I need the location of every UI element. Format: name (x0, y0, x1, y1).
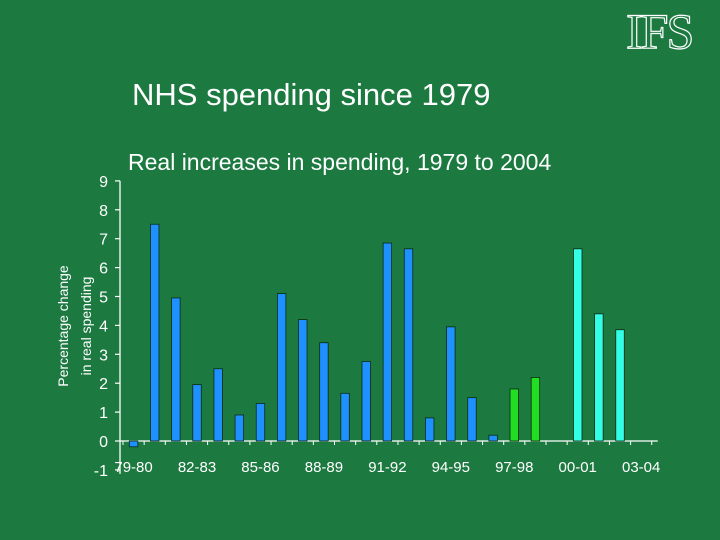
bar-86-87 (276, 293, 287, 442)
bar-84-85 (234, 414, 244, 442)
bar-83-84 (213, 368, 223, 442)
y-tick-label: 7 (99, 232, 108, 249)
y-tick-label: 6 (99, 261, 108, 278)
bar-96-97 (488, 434, 498, 442)
y-tick-label: 3 (99, 347, 108, 364)
bar-81-82 (171, 297, 181, 442)
y-tick-label: 5 (99, 290, 108, 307)
bar-88-89 (319, 342, 329, 442)
bar-93-94 (425, 417, 435, 442)
bar-87-88 (298, 319, 308, 442)
y-tick-label: 1 (99, 405, 108, 422)
bar-85-86 (255, 403, 266, 442)
bar-98-99 (530, 377, 541, 442)
x-tick-label: 91-92 (368, 459, 406, 476)
y-tick-label: 2 (99, 376, 108, 393)
bar-94-95 (446, 326, 456, 442)
bar-79-80 (128, 440, 139, 448)
y-tick-label: 0 (99, 434, 108, 451)
x-tick-label: 85-86 (241, 459, 279, 476)
bar-97-98 (509, 388, 519, 442)
bar-01-02 (594, 313, 604, 442)
x-tick-label: 97-98 (495, 459, 533, 476)
chart-title: Real increases in spending, 1979 to 2004 (128, 149, 551, 175)
x-tick-label: 82-83 (178, 459, 216, 476)
y-tick-label: 9 (99, 174, 108, 191)
slide-title: NHS spending since 1979 (132, 77, 491, 112)
y-tick-label: -1 (94, 463, 108, 480)
x-tick-label: 03-04 (622, 459, 660, 476)
y-axis-label-line-1: Percentage change (55, 265, 71, 387)
y-axis-label-line-2: in real spending (78, 277, 94, 376)
x-tick-label: 00-01 (559, 459, 597, 476)
y-tick-label: 4 (99, 318, 108, 335)
bar-02-03 (615, 329, 625, 442)
bar-90-91 (361, 361, 371, 442)
x-tick-label: 79-80 (114, 459, 152, 476)
ifs-logo: IFS (625, 3, 694, 59)
bar-80-81 (150, 223, 160, 442)
bar-91-92 (382, 242, 393, 442)
bar-82-83 (192, 384, 202, 442)
bar-95-96 (467, 397, 477, 442)
bar-89-90 (340, 392, 350, 442)
x-tick-label: 88-89 (305, 459, 343, 476)
bar-92-93 (403, 248, 414, 442)
y-tick-label: 8 (99, 203, 108, 220)
bar-00-01 (573, 248, 583, 442)
x-tick-label: 94-95 (432, 459, 470, 476)
